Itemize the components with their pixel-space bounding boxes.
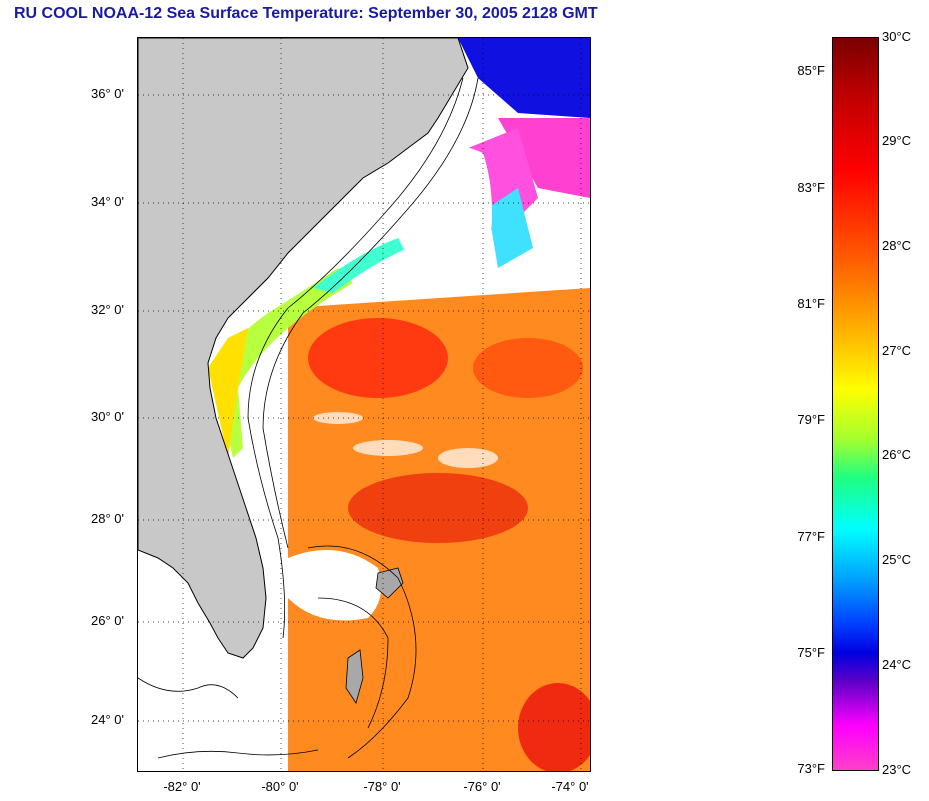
- colorbar-label-27c: 27°C: [882, 343, 912, 358]
- lat-label-30: 30° 0': [91, 409, 124, 424]
- lon-label-82: -82° 0': [163, 779, 201, 794]
- colorbar-label-25c: 25°C: [882, 552, 912, 567]
- colorbar-label-73f: 73°F: [797, 761, 825, 776]
- colorbar-label-29c: 29°C: [882, 133, 912, 148]
- colorbar-label-85f: 85°F: [797, 63, 825, 78]
- sst-map: [137, 37, 591, 772]
- colorbar-label-77f: 77°F: [797, 529, 825, 544]
- lon-label-76: -76° 0': [463, 779, 501, 794]
- colorbar-label-24c: 24°C: [882, 657, 912, 672]
- colorbar-label-28c: 28°C: [882, 238, 912, 253]
- lat-label-28: 28° 0': [91, 511, 124, 526]
- colorbar-label-83f: 83°F: [797, 180, 825, 195]
- colorbar-label-23c: 23°C: [882, 762, 912, 777]
- map-title: RU COOL NOAA-12 Sea Surface Temperature:…: [14, 5, 598, 22]
- colorbar-label-26c: 26°C: [882, 447, 912, 462]
- lat-label-24: 24° 0': [91, 712, 124, 727]
- lon-label-80: -80° 0': [261, 779, 299, 794]
- colorbar-label-81f: 81°F: [797, 296, 825, 311]
- lat-label-34: 34° 0': [91, 194, 124, 209]
- lon-label-74: -74° 0': [551, 779, 589, 794]
- lat-label-32: 32° 0': [91, 302, 124, 317]
- colorbar-label-75f: 75°F: [797, 645, 825, 660]
- lat-label-36: 36° 0': [91, 86, 124, 101]
- temperature-colorbar: [832, 37, 879, 771]
- lat-label-26: 26° 0': [91, 613, 124, 628]
- lon-label-78: -78° 0': [363, 779, 401, 794]
- colorbar-label-79f: 79°F: [797, 412, 825, 427]
- colorbar-label-30c: 30°C: [882, 29, 912, 44]
